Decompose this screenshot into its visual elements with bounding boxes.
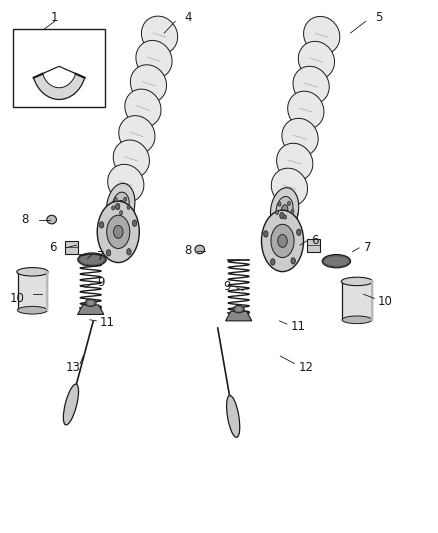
Ellipse shape xyxy=(342,316,372,324)
Ellipse shape xyxy=(280,213,284,219)
Text: 10: 10 xyxy=(378,295,393,308)
Wedge shape xyxy=(42,67,76,88)
Ellipse shape xyxy=(297,229,301,236)
Text: 5: 5 xyxy=(375,11,382,23)
Ellipse shape xyxy=(120,211,123,215)
Ellipse shape xyxy=(271,188,299,232)
Ellipse shape xyxy=(271,259,275,265)
Ellipse shape xyxy=(112,192,129,219)
Ellipse shape xyxy=(278,202,281,206)
Ellipse shape xyxy=(281,205,288,215)
Ellipse shape xyxy=(136,41,172,78)
Ellipse shape xyxy=(112,206,115,210)
Ellipse shape xyxy=(291,257,295,264)
Polygon shape xyxy=(226,311,252,321)
Text: 4: 4 xyxy=(184,11,192,23)
Ellipse shape xyxy=(271,224,294,257)
Ellipse shape xyxy=(283,215,286,219)
Ellipse shape xyxy=(113,140,149,178)
Ellipse shape xyxy=(108,164,144,202)
Bar xyxy=(342,281,372,320)
Ellipse shape xyxy=(125,89,161,127)
Ellipse shape xyxy=(113,225,123,238)
Text: 11: 11 xyxy=(100,316,115,329)
Bar xyxy=(13,29,105,107)
Ellipse shape xyxy=(47,215,57,224)
Ellipse shape xyxy=(131,65,166,103)
Ellipse shape xyxy=(195,245,205,254)
Ellipse shape xyxy=(88,301,93,305)
Ellipse shape xyxy=(324,256,349,266)
Ellipse shape xyxy=(116,204,120,210)
Ellipse shape xyxy=(78,253,106,266)
Text: 6: 6 xyxy=(49,241,57,254)
Ellipse shape xyxy=(124,197,127,201)
Ellipse shape xyxy=(264,231,268,237)
Ellipse shape xyxy=(282,118,318,156)
Ellipse shape xyxy=(298,42,335,79)
Bar xyxy=(65,241,78,254)
Text: 10: 10 xyxy=(9,292,24,305)
Text: 8: 8 xyxy=(185,244,192,257)
Ellipse shape xyxy=(141,16,178,54)
Ellipse shape xyxy=(64,384,78,425)
Ellipse shape xyxy=(276,197,293,223)
Ellipse shape xyxy=(127,248,131,255)
Ellipse shape xyxy=(117,200,124,211)
Bar xyxy=(18,272,47,310)
Text: 13: 13 xyxy=(66,361,81,374)
Ellipse shape xyxy=(80,255,104,264)
Wedge shape xyxy=(34,67,85,100)
Text: 11: 11 xyxy=(290,320,305,333)
Ellipse shape xyxy=(106,249,111,256)
Ellipse shape xyxy=(127,205,130,209)
Ellipse shape xyxy=(287,201,290,206)
Ellipse shape xyxy=(304,17,340,54)
Ellipse shape xyxy=(132,220,137,227)
Ellipse shape xyxy=(293,66,329,104)
Ellipse shape xyxy=(17,268,48,276)
Ellipse shape xyxy=(276,211,279,215)
Ellipse shape xyxy=(97,201,139,263)
Text: 9: 9 xyxy=(223,280,231,293)
Ellipse shape xyxy=(236,307,241,311)
Ellipse shape xyxy=(114,197,117,201)
Ellipse shape xyxy=(288,91,324,129)
Ellipse shape xyxy=(18,306,47,314)
Ellipse shape xyxy=(106,183,135,228)
Text: 9: 9 xyxy=(97,276,105,289)
Ellipse shape xyxy=(85,299,96,306)
Text: 8: 8 xyxy=(22,213,29,226)
Ellipse shape xyxy=(107,215,130,248)
Text: 1: 1 xyxy=(51,11,59,23)
Ellipse shape xyxy=(271,168,307,206)
Polygon shape xyxy=(78,305,104,314)
Ellipse shape xyxy=(226,395,240,438)
Text: 6: 6 xyxy=(311,235,319,247)
Ellipse shape xyxy=(278,235,287,247)
Ellipse shape xyxy=(322,255,350,268)
Ellipse shape xyxy=(119,116,155,154)
Text: 7: 7 xyxy=(97,251,105,263)
Text: 7: 7 xyxy=(364,241,372,254)
Ellipse shape xyxy=(341,277,373,286)
Bar xyxy=(307,239,320,252)
Text: 12: 12 xyxy=(299,361,314,374)
Ellipse shape xyxy=(99,222,104,228)
Ellipse shape xyxy=(291,209,294,214)
Ellipse shape xyxy=(276,143,313,181)
Ellipse shape xyxy=(261,210,304,272)
Ellipse shape xyxy=(233,305,244,313)
